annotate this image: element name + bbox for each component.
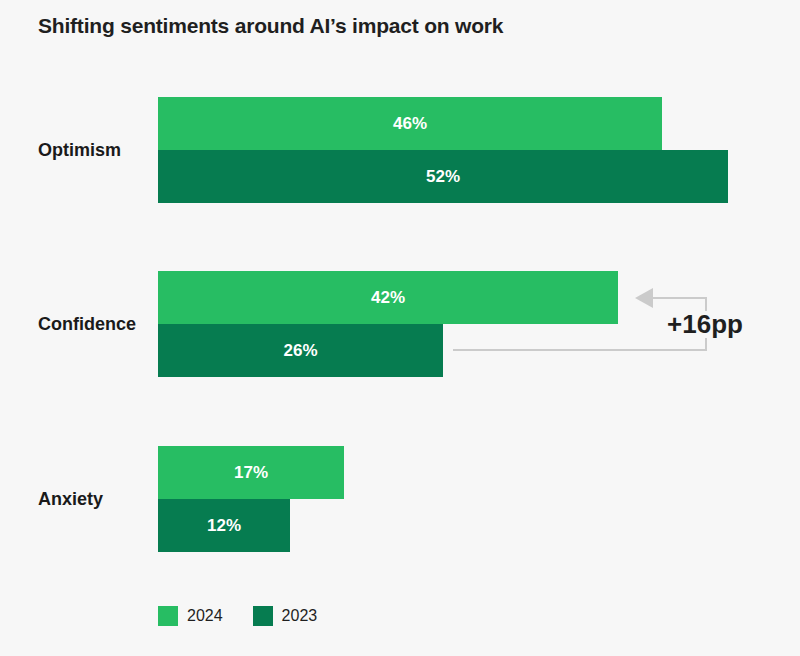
annotation-label: +16pp [664, 311, 746, 338]
legend-swatch-2024 [158, 606, 178, 626]
bar-2023-anxiety: 12% [158, 499, 290, 552]
bar-value-label: 42% [371, 288, 405, 308]
legend-swatch-2023 [253, 606, 273, 626]
bar-2024-optimism: 46% [158, 97, 662, 150]
annotation-line-top [651, 297, 707, 299]
bar-value-label: 52% [426, 167, 460, 187]
bar-value-label: 12% [207, 516, 241, 536]
chart-legend: 2024 2023 [158, 606, 317, 626]
legend-item-2024: 2024 [158, 606, 223, 626]
bar-2023-optimism: 52% [158, 150, 728, 203]
bar-value-label: 17% [234, 463, 268, 483]
bar-value-label: 46% [393, 114, 427, 134]
category-label-confidence: Confidence [38, 314, 136, 335]
bar-2024-anxiety: 17% [158, 446, 344, 499]
bar-2023-confidence: 26% [158, 324, 443, 377]
category-label-optimism: Optimism [38, 140, 121, 161]
bar-2024-confidence: 42% [158, 271, 618, 324]
bar-value-label: 26% [283, 341, 317, 361]
legend-label-2024: 2024 [187, 607, 223, 625]
legend-item-2023: 2023 [253, 606, 318, 626]
category-label-anxiety: Anxiety [38, 489, 103, 510]
legend-label-2023: 2023 [282, 607, 318, 625]
chart-card: Shifting sentiments around AI’s impact o… [0, 0, 800, 656]
annotation-line-bottom [453, 349, 707, 351]
